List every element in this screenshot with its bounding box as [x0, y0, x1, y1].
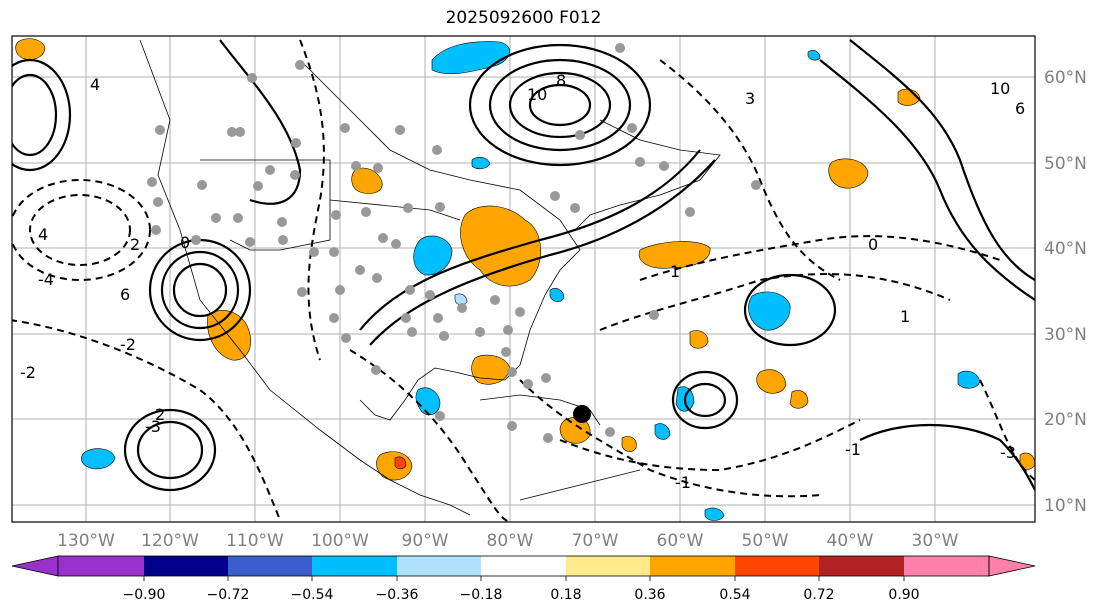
contour-label: 1	[670, 262, 680, 281]
contour-label: -1	[845, 440, 861, 459]
contour-label: 10	[527, 85, 547, 104]
colorbar-tick-label: 0.18	[550, 587, 581, 603]
colorbar-tick-label: 0.54	[719, 587, 750, 603]
colorbar-tick-label: −0.90	[123, 587, 166, 603]
contour-label: -2	[20, 363, 36, 382]
longitude-label: 90°W	[402, 531, 449, 551]
contour-label: -3	[1000, 443, 1016, 462]
positive-anomaly-shading	[15, 38, 1035, 481]
latitude-label: 50°N	[1044, 154, 1087, 174]
storm-center-marker	[573, 405, 591, 423]
colorbar-tick-label: −0.36	[376, 587, 419, 603]
colorbar-segment	[819, 556, 904, 576]
longitude-label: 130°W	[57, 531, 115, 551]
solid-contours	[12, 39, 1035, 492]
contour-label: -3	[145, 417, 161, 436]
contour-label: 2	[155, 405, 165, 424]
longitude-label: 100°W	[311, 531, 369, 551]
colorbar-tick-label: 0.72	[803, 587, 834, 603]
colorbar-segment	[481, 556, 566, 576]
longitude-label: 40°W	[827, 531, 874, 551]
longitude-label: 70°W	[572, 531, 619, 551]
contour-label: 2	[130, 235, 140, 254]
longitude-label: 50°W	[742, 531, 789, 551]
longitude-label: 60°W	[657, 531, 704, 551]
colorbar-tick-label: 0.36	[634, 587, 665, 603]
latitude-label: 20°N	[1044, 410, 1087, 430]
longitude-label: 110°W	[226, 531, 284, 551]
colorbar-segment	[904, 556, 989, 576]
colorbar-segment	[650, 556, 735, 576]
latitude-labels: 60°N 50°N 40°N 30°N 20°N 10°N	[1044, 68, 1087, 516]
contour-label: 10	[990, 79, 1010, 98]
contour-label: 8	[556, 71, 566, 90]
colorbar-segment	[566, 556, 650, 576]
contour-label: 0	[868, 235, 878, 254]
colorbar-segment	[228, 556, 312, 576]
longitude-label: 120°W	[141, 531, 199, 551]
colorbar-segment	[144, 556, 228, 576]
dashed-contours	[12, 39, 1035, 522]
longitude-label: 30°W	[912, 531, 959, 551]
longitude-label: 80°W	[487, 531, 534, 551]
contour-label: -1	[675, 473, 691, 492]
colorbar-max-extension	[988, 555, 1036, 577]
contour-label: -4	[38, 270, 54, 289]
contour-label: 6	[1015, 99, 1025, 118]
colorbar-segment	[397, 556, 481, 576]
latitude-label: 30°N	[1044, 325, 1087, 345]
coastlines	[139, 39, 721, 516]
latitude-label: 10°N	[1044, 496, 1087, 516]
contour-labels: 10 8 6 4 3 2 1 0 -1 -2 -3 -4 10 6 4 2 1 …	[20, 71, 1025, 492]
latitude-label: 40°N	[1044, 239, 1087, 259]
colorbar-min-extension	[11, 555, 59, 577]
contour-label: 1	[900, 307, 910, 326]
observation-points	[147, 43, 761, 443]
colorbar: −0.90 −0.72 −0.54 −0.36 −0.18 0.18 0.36 …	[11, 555, 1036, 603]
colorbar-segment	[735, 556, 819, 576]
colorbar-tick-label: −0.54	[291, 587, 334, 603]
contour-label: 4	[38, 225, 48, 244]
colorbar-segment	[58, 556, 144, 576]
colorbar-tick-label: −0.18	[460, 587, 503, 603]
map-frame	[11, 35, 1036, 523]
contour-label: 0	[180, 233, 190, 252]
contour-label: 4	[90, 75, 100, 94]
contour-label: -2	[120, 335, 136, 354]
longitude-labels: 130°W 120°W 110°W 100°W 90°W 80°W 70°W 6…	[57, 531, 959, 551]
colorbar-segment	[312, 556, 397, 576]
colorbar-tick-label: −0.72	[207, 587, 250, 603]
contour-label: 6	[120, 285, 130, 304]
colorbar-tick-label: 0.90	[888, 587, 919, 603]
map-title: 2025092600 F012	[445, 8, 602, 28]
latitude-label: 60°N	[1044, 68, 1087, 88]
colorbar-outline	[57, 555, 990, 577]
contour-label: 3	[745, 89, 755, 108]
